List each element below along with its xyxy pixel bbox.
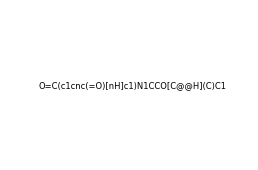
Text: O=C(c1cnc(=O)[nH]c1)N1CCO[C@@H](C)C1: O=C(c1cnc(=O)[nH]c1)N1CCO[C@@H](C)C1: [38, 81, 226, 90]
